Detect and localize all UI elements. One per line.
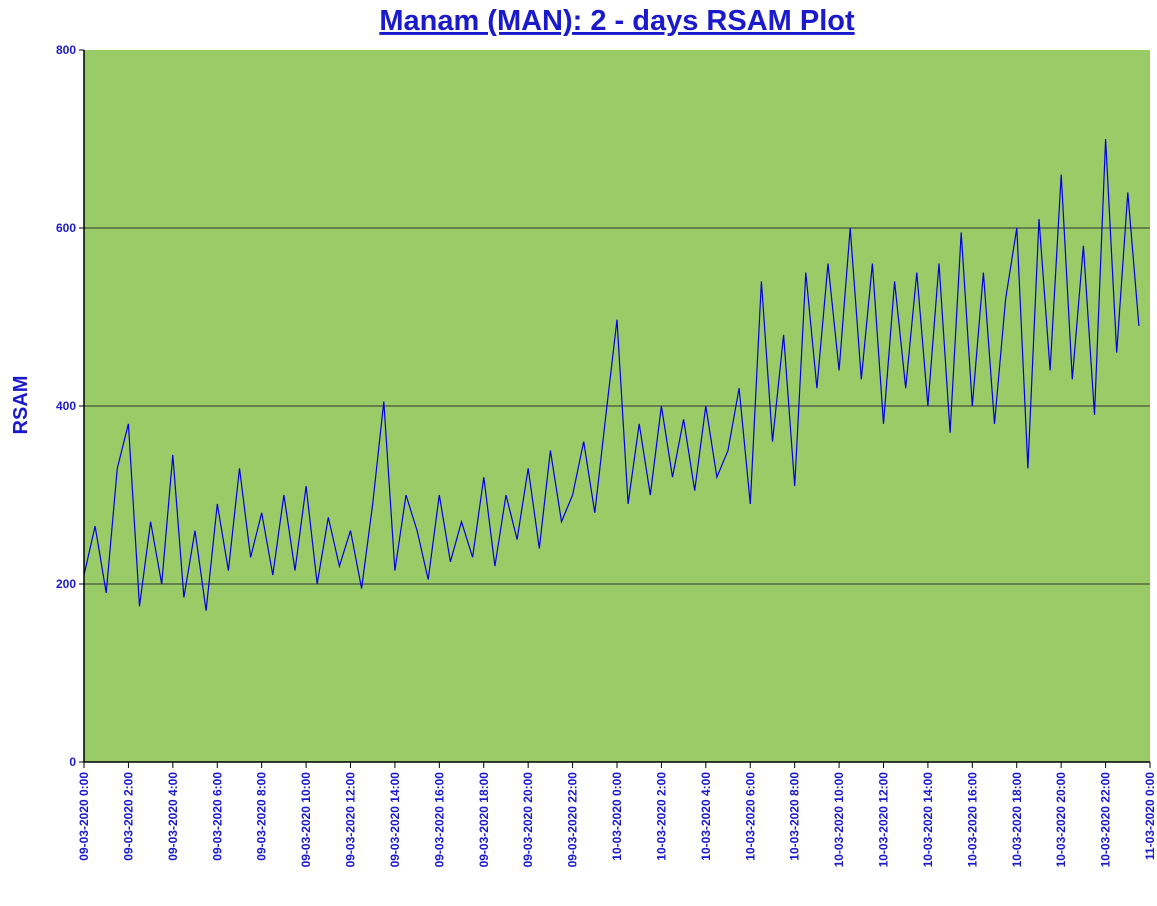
y-tick-label: 600	[56, 221, 76, 235]
x-tick-label: 09-03-2020 16:00	[432, 772, 446, 868]
x-tick-label: 10-03-2020 6:00	[743, 772, 757, 861]
x-tick-label: 09-03-2020 10:00	[299, 772, 313, 868]
y-tick-label: 400	[56, 399, 76, 413]
x-tick-label: 11-03-2020 0:00	[1143, 772, 1157, 860]
chart-title: Manam (MAN): 2 - days RSAM Plot	[379, 5, 855, 37]
x-tick-label: 09-03-2020 4:00	[166, 772, 180, 861]
y-tick-label: 200	[56, 577, 76, 591]
x-tick-label: 10-03-2020 10:00	[832, 772, 846, 868]
x-tick-label: 09-03-2020 12:00	[344, 772, 358, 868]
x-tick-label: 09-03-2020 18:00	[477, 772, 491, 868]
x-tick-label: 09-03-2020 22:00	[566, 772, 580, 868]
data-line	[83, 138, 1140, 611]
x-tick-label: 09-03-2020 14:00	[388, 772, 402, 868]
x-tick-label: 10-03-2020 22:00	[1099, 772, 1113, 868]
x-tick-label: 09-03-2020 0:00	[77, 772, 91, 861]
x-tick-label: 10-03-2020 4:00	[699, 772, 713, 861]
y-tick-label: 0	[69, 755, 76, 769]
x-tick-label: 10-03-2020 12:00	[877, 772, 891, 868]
x-tick-label: 10-03-2020 2:00	[654, 772, 668, 861]
x-tick-label: 10-03-2020 18:00	[1010, 772, 1024, 868]
x-tick-label: 10-03-2020 8:00	[788, 772, 802, 861]
x-tick-label: 10-03-2020 16:00	[965, 772, 979, 868]
x-tick-label: 09-03-2020 20:00	[521, 772, 535, 868]
y-tick-label: 800	[56, 43, 76, 57]
x-tick-label: 10-03-2020 0:00	[610, 772, 624, 861]
x-tick-label: 09-03-2020 2:00	[121, 772, 135, 861]
x-tick-label: 09-03-2020 6:00	[210, 772, 224, 861]
y-axis-label: RSAM	[10, 376, 32, 435]
x-tick-label: 10-03-2020 20:00	[1054, 772, 1068, 868]
x-tick-label: 09-03-2020 8:00	[255, 772, 269, 861]
x-tick-label: 10-03-2020 14:00	[921, 772, 935, 868]
